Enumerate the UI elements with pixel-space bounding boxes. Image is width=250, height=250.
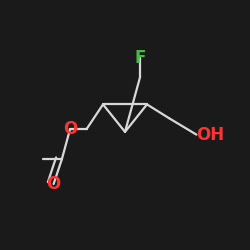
Text: OH: OH [196, 126, 224, 144]
Text: F: F [134, 49, 146, 67]
Text: O: O [63, 120, 77, 138]
Text: O: O [46, 175, 61, 193]
